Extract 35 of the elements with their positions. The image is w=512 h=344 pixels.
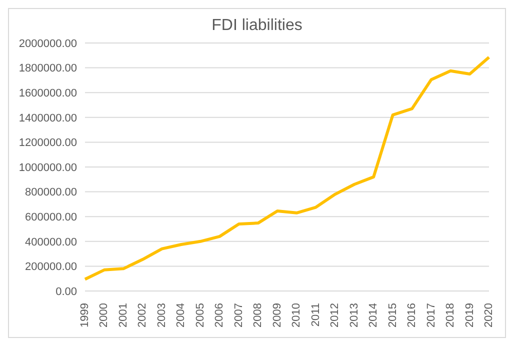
x-tick-label: 2003 (156, 303, 168, 328)
y-tick-label: 1800000.00 (18, 62, 77, 75)
y-tick-label: 400000.00 (25, 236, 77, 248)
y-tick-label: 2000000.00 (18, 38, 77, 50)
chart-title: FDI liabilities (210, 17, 304, 35)
x-tick-label: 2020 (483, 303, 495, 328)
x-tick-label: 2011 (310, 303, 322, 327)
x-tick-label: 2009 (271, 303, 284, 328)
x-tick-label: 2014 (368, 303, 380, 328)
x-tick-label: 2015 (386, 303, 399, 328)
y-tick-label: 1600000.00 (18, 88, 77, 100)
x-tick-label: 2005 (194, 303, 206, 328)
x-tick-label: 2006 (214, 303, 226, 328)
y-tick-label: 0.00 (56, 286, 77, 298)
line-series (84, 56, 490, 281)
x-tick-label: 2017 (425, 303, 438, 328)
x-tick-label: 2018 (444, 303, 457, 328)
x-tick-label: 2013 (348, 303, 360, 328)
x-tick-label: 2007 (232, 303, 245, 328)
x-tick-label: 2008 (252, 303, 264, 328)
x-tick-label: 2000 (98, 303, 110, 328)
x-tick-label: 2019 (464, 303, 476, 328)
y-tick-label: 200000.00 (25, 261, 77, 274)
x-tick-label: 1999 (79, 303, 91, 328)
x-tick-label: 2010 (290, 303, 303, 328)
x-tick-label: 2016 (406, 303, 418, 328)
y-tick-label: 1200000.00 (18, 137, 77, 150)
y-tick-label: 1000000.00 (18, 162, 77, 174)
x-tick-label: 2004 (175, 303, 188, 328)
x-tick-label: 2012 (329, 303, 342, 328)
x-tick-label: 2002 (136, 303, 149, 328)
y-tick-label: 1400000.00 (18, 112, 77, 124)
x-tick-label: 2001 (117, 303, 130, 328)
y-tick-label: 800000.00 (25, 186, 77, 199)
y-tick-label: 600000.00 (25, 212, 77, 224)
